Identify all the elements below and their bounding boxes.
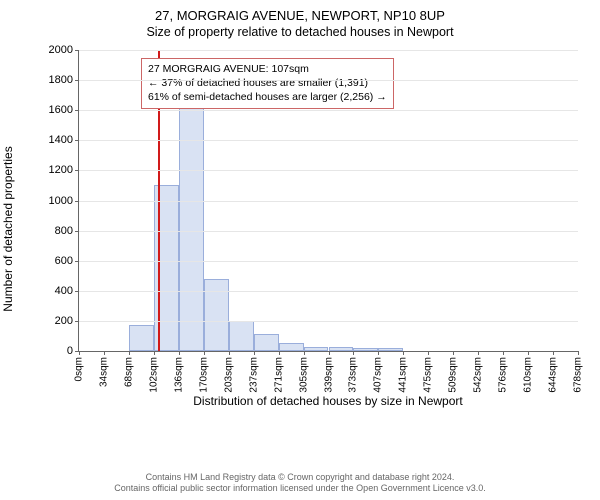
y-tick-label: 600 — [55, 255, 79, 267]
chart-title-sub: Size of property relative to detached ho… — [0, 23, 600, 39]
gridline-h — [79, 140, 578, 141]
histogram-bar — [254, 334, 279, 351]
x-tick-mark — [503, 351, 504, 355]
annotation-line: 27 MORGRAIG AVENUE: 107sqm — [148, 62, 387, 76]
x-tick-label: 475sqm — [423, 357, 434, 393]
gridline-h — [79, 291, 578, 292]
x-tick-label: 102sqm — [148, 357, 159, 393]
plot-area: 27 MORGRAIG AVENUE: 107sqm← 37% of detac… — [78, 50, 578, 352]
gridline-h — [79, 50, 578, 51]
x-tick-label: 576sqm — [498, 357, 509, 393]
y-tick-label: 400 — [55, 285, 79, 297]
x-tick-mark — [329, 351, 330, 355]
histogram-bar — [129, 325, 154, 351]
x-tick-mark — [528, 351, 529, 355]
footer-line-2: Contains official public sector informat… — [0, 483, 600, 494]
x-tick-label: 203sqm — [223, 357, 234, 393]
x-tick-label: 170sqm — [198, 357, 209, 393]
x-tick-mark — [453, 351, 454, 355]
gridline-h — [79, 170, 578, 171]
gridline-h — [79, 231, 578, 232]
x-tick-mark — [279, 351, 280, 355]
x-tick-label: 678sqm — [573, 357, 584, 393]
histogram-bar — [353, 348, 378, 351]
x-tick-mark — [428, 351, 429, 355]
gridline-h — [79, 110, 578, 111]
x-tick-mark — [104, 351, 105, 355]
annotation-box: 27 MORGRAIG AVENUE: 107sqm← 37% of detac… — [141, 58, 394, 109]
y-tick-label: 200 — [55, 315, 79, 327]
x-axis-label: Distribution of detached houses by size … — [78, 394, 578, 408]
x-tick-label: 0sqm — [74, 357, 85, 381]
x-tick-mark — [578, 351, 579, 355]
gridline-h — [79, 201, 578, 202]
x-tick-label: 644sqm — [548, 357, 559, 393]
y-tick-label: 1000 — [49, 195, 79, 207]
x-tick-label: 441sqm — [398, 357, 409, 393]
histogram-bar — [329, 347, 354, 351]
x-tick-mark — [154, 351, 155, 355]
x-tick-mark — [179, 351, 180, 355]
x-tick-label: 271sqm — [273, 357, 284, 393]
y-tick-label: 2000 — [49, 44, 79, 56]
y-tick-label: 1600 — [49, 104, 79, 116]
annotation-line: ← 37% of detached houses are smaller (1,… — [148, 76, 387, 90]
x-tick-mark — [204, 351, 205, 355]
x-tick-label: 509sqm — [448, 357, 459, 393]
x-tick-mark — [304, 351, 305, 355]
gridline-h — [79, 261, 578, 262]
x-tick-label: 34sqm — [98, 357, 109, 387]
x-tick-mark — [403, 351, 404, 355]
histogram-bar — [179, 107, 204, 351]
annotation-line: 61% of semi-detached houses are larger (… — [148, 90, 387, 104]
histogram-bar — [279, 343, 304, 351]
x-tick-label: 373sqm — [348, 357, 359, 393]
histogram-bar — [378, 348, 403, 351]
gridline-h — [79, 321, 578, 322]
y-tick-label: 0 — [67, 345, 79, 357]
x-tick-mark — [553, 351, 554, 355]
histogram-bar — [304, 347, 329, 352]
y-tick-label: 1800 — [49, 74, 79, 86]
footer-attribution: Contains HM Land Registry data © Crown c… — [0, 472, 600, 495]
x-tick-mark — [129, 351, 130, 355]
y-tick-label: 1400 — [49, 134, 79, 146]
chart-title-main: 27, MORGRAIG AVENUE, NEWPORT, NP10 8UP — [0, 0, 600, 23]
x-tick-label: 68sqm — [123, 357, 134, 387]
x-tick-mark — [229, 351, 230, 355]
x-tick-mark — [353, 351, 354, 355]
y-axis-label: Number of detached properties — [1, 146, 15, 311]
x-tick-label: 136sqm — [173, 357, 184, 393]
x-tick-label: 542sqm — [473, 357, 484, 393]
x-tick-label: 237sqm — [248, 357, 259, 393]
x-tick-label: 305sqm — [298, 357, 309, 393]
x-tick-label: 407sqm — [373, 357, 384, 393]
y-tick-label: 800 — [55, 225, 79, 237]
footer-line-1: Contains HM Land Registry data © Crown c… — [0, 472, 600, 483]
chart-container: Number of detached properties 27 MORGRAI… — [32, 44, 588, 414]
histogram-bar — [204, 279, 229, 351]
x-tick-label: 339sqm — [323, 357, 334, 393]
histogram-bar — [229, 321, 254, 351]
y-tick-label: 1200 — [49, 164, 79, 176]
x-tick-mark — [378, 351, 379, 355]
x-tick-label: 610sqm — [523, 357, 534, 393]
gridline-h — [79, 80, 578, 81]
x-tick-mark — [478, 351, 479, 355]
x-tick-mark — [254, 351, 255, 355]
x-tick-mark — [79, 351, 80, 355]
